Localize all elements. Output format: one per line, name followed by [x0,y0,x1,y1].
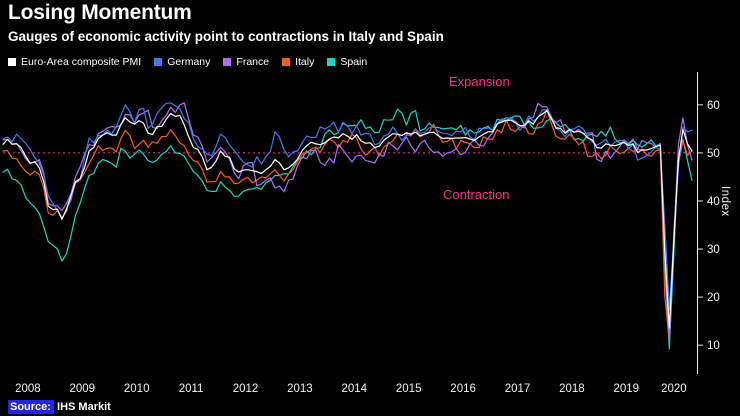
legend-swatch-italy [282,58,291,66]
series-line-france [2,102,693,341]
x-tick-label: 2011 [179,383,204,395]
y-tick-label: 20 [707,292,720,304]
y-tick-label: 40 [707,196,720,208]
source-prefix: Source: [8,400,54,414]
source-text: IHS Markit [57,401,111,413]
x-tick-label: 2008 [15,383,41,395]
legend-item-spain: Spain [327,56,367,68]
legend-item-euro-area-composite-pmi: Euro-Area composite PMI [8,56,141,68]
legend-swatch-germany [154,58,163,66]
x-tick-label: 2009 [70,383,96,395]
x-tick-label: 2018 [559,383,585,395]
contraction-label: Contraction [443,187,510,202]
legend-swatch-france [223,58,232,66]
legend-swatch-euro-area-composite-pmi [8,58,16,66]
series-line-italy [2,108,693,342]
legend-item-france: France [223,56,269,68]
source-line: Source: IHS Markit [8,400,111,414]
legend-item-germany: Germany [154,56,210,68]
legend-item-italy: Italy [282,56,314,68]
legend-label-euro-area-composite-pmi: Euro-Area composite PMI [21,56,142,68]
x-tick-label: 2016 [450,383,476,395]
series-line-germany [2,102,693,311]
legend-label-france: France [236,56,270,68]
y-tick-label: 50 [707,148,720,160]
x-tick-label: 2019 [614,383,640,395]
legend-label-italy: Italy [295,56,315,68]
y-tick-label: 10 [707,340,720,352]
x-tick-label: 2013 [287,383,313,395]
x-tick-label: 2017 [505,383,531,395]
chart-subtitle: Gauges of economic activity point to con… [8,29,444,44]
legend: Euro-Area composite PMI Germany France Ital… [8,56,367,68]
y-tick-label: 30 [707,244,720,256]
x-tick-label: 2015 [396,383,422,395]
x-tick-label: 2020 [661,383,687,395]
chart-title: Losing Momentum [8,1,192,24]
series-line-euro-area-composite-pmi [2,109,693,329]
x-tick-label: 2012 [233,383,259,395]
legend-label-germany: Germany [167,56,211,68]
y-tick-label: 60 [707,100,720,112]
series-line-spain [2,108,693,350]
x-tick-label: 2014 [342,383,368,395]
expansion-label: Expansion [449,74,510,89]
y-axis-title: Index [719,186,731,217]
x-tick-label: 2010 [124,383,150,395]
legend-swatch-spain [327,58,336,66]
legend-label-spain: Spain [340,56,368,68]
